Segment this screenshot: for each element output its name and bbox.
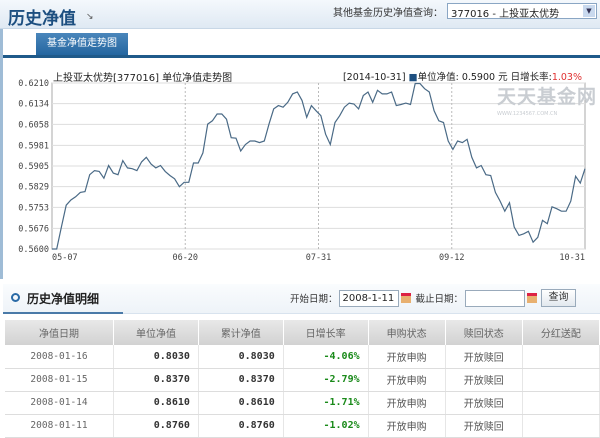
table-cell: 开放申购 (368, 368, 446, 392)
table-cell: 开放申购 (368, 391, 446, 415)
table-cell (522, 345, 600, 369)
start-date-input[interactable]: 2008-1-11 (339, 289, 400, 307)
table-cell: -1.02% (283, 414, 369, 438)
tab-bar: 基金净值走势图 (3, 29, 600, 58)
table-cell: 开放申购 (368, 414, 446, 438)
x-tick-label: 10-31 (559, 253, 585, 263)
nav-chart: 上投亚太优势[377016] 单位净值走势图 [2014-10-31] ■单位净… (0, 58, 600, 278)
circle-bullet-icon (11, 293, 20, 302)
table-cell: 2008-01-15 (5, 368, 115, 392)
x-tick-label: 07-31 (306, 253, 332, 263)
x-tick-label: 09-12 (439, 253, 465, 263)
tab-nav-chart[interactable]: 基金净值走势图 (36, 33, 128, 55)
chart-title: 上投亚太优势[377016] 单位净值走势图 (53, 73, 233, 84)
start-date-label: 开始日期： (289, 294, 338, 305)
legend-date: [2014-10-31] (342, 72, 406, 83)
column-header: 申购状态 (368, 320, 446, 345)
page-header: 历史净值 ↘ 其他基金历史净值查询： 377016 - 上投亚太优势 ▼ (0, 0, 600, 29)
y-tick-label: 0.6058 (18, 120, 49, 130)
table-row: 2008-01-14 0.8610 0.8610 -1.71% 开放申购 开放赎回 (5, 391, 600, 415)
table-cell: 0.8760 (113, 414, 199, 438)
date-query-row: 开始日期： 2008-1-11 截止日期： 查询 (290, 289, 576, 307)
y-tick-label: 0.5676 (18, 224, 49, 234)
table-cell (522, 391, 600, 415)
table-cell: 2008-01-11 (5, 414, 115, 438)
chart-plot: 0.6210 0.6134 0.6058 0.5981 0.5905 0.5829 0.57… (18, 79, 586, 263)
fund-lookup: 其他基金历史净值查询： 377016 - 上投亚太优势 ▼ (333, 3, 597, 19)
table-cell (522, 368, 600, 392)
table-cell: -4.06% (283, 345, 369, 369)
table-cell: 0.8030 (198, 345, 284, 369)
table-cell: 开放申购 (368, 345, 446, 369)
y-tick-label: 0.5905 (18, 162, 49, 172)
end-date-input[interactable] (465, 289, 525, 307)
table-cell: 0.8030 (113, 345, 199, 369)
y-tick-label: 0.6210 (18, 79, 49, 89)
panel-border (0, 29, 3, 279)
column-header: 单位净值 (113, 320, 199, 345)
table-cell: 0.8610 (113, 391, 199, 415)
table-row: 2008-01-16 0.8030 0.8030 -4.06% 开放申购 开放赎回 (5, 345, 600, 369)
query-button[interactable]: 查询 (541, 289, 576, 307)
page-title: 历史净值 (8, 9, 76, 29)
watermark-logo: 天天基金网 (497, 86, 598, 108)
y-tick-label: 0.6134 (18, 100, 49, 110)
table-cell: 0.8610 (198, 391, 284, 415)
table-cell: -1.71% (283, 391, 369, 415)
other-fund-label: 其他基金历史净值查询： (333, 7, 443, 19)
legend-value: : 0.5900 元 (455, 72, 508, 83)
table-cell: 开放赎回 (445, 345, 523, 369)
fund-select-value: 377016 - 上投亚太优势 (451, 9, 560, 19)
y-tick-label: 0.5829 (18, 183, 49, 193)
table-cell: 0.8370 (198, 368, 284, 392)
table-cell: 0.8370 (113, 368, 199, 392)
x-tick-label: 06-20 (172, 253, 198, 263)
table-cell: 开放赎回 (445, 391, 523, 415)
nav-series-line (52, 82, 586, 250)
column-header: 分红送配 (522, 320, 600, 345)
calendar-icon[interactable] (527, 293, 537, 303)
legend-growth-label: 日增长率: (510, 72, 552, 83)
table-header: 净值日期 单位净值 累计净值 日增长率 申购状态 赎回状态 分红送配 (5, 320, 600, 345)
section-underline (3, 312, 123, 314)
table-cell: 2008-01-14 (5, 391, 115, 415)
nav-table: 净值日期 单位净值 累计净值 日增长率 申购状态 赎回状态 分红送配 2008-01-16 0… (5, 320, 600, 438)
fund-select[interactable]: 377016 - 上投亚太优势 ▼ (447, 3, 597, 19)
chevron-down-icon: ▼ (583, 5, 595, 17)
x-tick-label: 05-07 (52, 253, 78, 263)
table-cell: -2.79% (283, 368, 369, 392)
table-row: 2008-01-11 0.8760 0.8760 -1.02% 开放申购 开放赎回 (5, 414, 600, 438)
end-date-label: 截止日期： (415, 294, 463, 305)
column-header: 净值日期 (5, 320, 115, 345)
legend-series-label: 单位净值 (417, 72, 456, 83)
calendar-icon[interactable] (401, 293, 412, 303)
column-header: 日增长率 (283, 320, 369, 345)
table-cell: 0.8760 (198, 414, 284, 438)
legend-swatch: ■ (408, 72, 418, 83)
table-cell: 开放赎回 (445, 368, 523, 392)
column-header: 赎回状态 (445, 320, 523, 345)
table-cell: 2008-01-16 (5, 345, 115, 369)
legend-growth-value: 1.03% (551, 72, 582, 83)
chart-legend: [2014-10-31] ■单位净值: 0.5900 元 日增长率:1.03% (343, 69, 582, 83)
watermark-url: WWW.1234567.COM.CN (497, 111, 558, 117)
table-row: 2008-01-15 0.8370 0.8370 -2.79% 开放申购 开放赎回 (5, 368, 600, 392)
y-tick-label: 0.5600 (18, 245, 49, 255)
section-title: 历史净值明细 (27, 292, 100, 306)
y-tick-label: 0.5981 (18, 141, 49, 151)
y-tick-label: 0.5753 (18, 203, 49, 213)
column-header: 累计净值 (198, 320, 284, 345)
corner-arrow-icon: ↘ (86, 12, 94, 22)
table-cell: 开放赎回 (445, 414, 523, 438)
table-cell (522, 414, 600, 438)
